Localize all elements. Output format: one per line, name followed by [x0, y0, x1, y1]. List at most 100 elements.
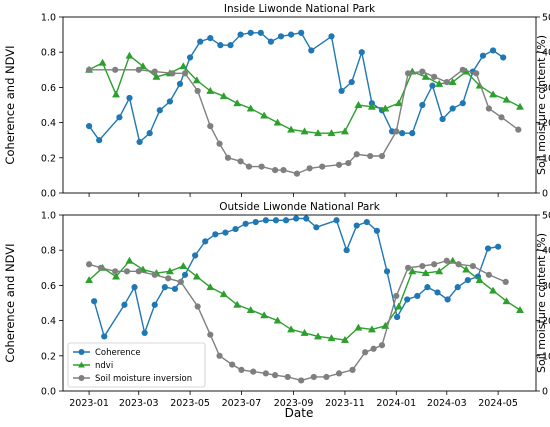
series-soil-moisture-inversion-point: [135, 268, 142, 275]
x-tick-label: 2023-11: [325, 398, 365, 409]
series-soil-moisture-inversion-point: [443, 79, 450, 86]
series-ndvi-point: [260, 111, 269, 119]
series-soil-moisture-inversion-point: [165, 275, 172, 282]
y2-axis-label: Soil moisture content (%): [535, 35, 548, 175]
series-soil-moisture-inversion-point: [485, 105, 492, 112]
series-ndvi-point: [165, 267, 174, 275]
series-coherence-point: [414, 292, 421, 300]
series-coherence-point: [459, 100, 466, 107]
series-coherence-point: [212, 231, 219, 238]
series-coherence-point: [171, 285, 179, 293]
series-ndvi-point: [435, 267, 444, 275]
chart-title: Outside Liwonde National Park: [219, 201, 380, 213]
series-soil-moisture-inversion-point: [370, 345, 377, 352]
series-soil-moisture-inversion-point: [237, 158, 244, 165]
series-coherence-point: [141, 329, 148, 337]
series-coherence-point: [479, 52, 487, 59]
series-soil-moisture-inversion-point: [393, 128, 400, 135]
y2-tick-label: 0: [542, 189, 548, 200]
series-coherence-point: [166, 98, 173, 105]
x-tick-label: 2024-03: [427, 398, 467, 409]
series-soil-moisture-inversion-point: [112, 268, 119, 275]
y-tick-label: 0.6: [41, 281, 56, 292]
series-ndvi-point: [287, 325, 296, 333]
x-tick-label: 2023-03: [119, 398, 159, 409]
legend-marker: [78, 375, 85, 381]
series-ndvi-point: [300, 328, 309, 336]
series-ndvi-point: [367, 102, 376, 110]
series-coherence-point: [247, 29, 254, 36]
series-soil-moisture-inversion-point: [298, 377, 305, 384]
series-coherence-point: [237, 31, 244, 38]
chart-panel-outside: Outside Liwonde National Park 0.0 0.2 0.4 0.…: [3, 201, 550, 409]
series-ndvi-point: [111, 272, 121, 280]
y-tick-label: 0.8: [41, 246, 56, 257]
series-ndvi-point: [219, 92, 228, 100]
series-coherence-point: [489, 47, 497, 54]
series-coherence-point: [197, 38, 204, 45]
series-ndvi-point: [111, 90, 121, 98]
series-soil-moisture-inversion-point: [335, 161, 343, 168]
chart-title: Inside Liwonde National Park: [224, 3, 376, 15]
x-axis-label: Date: [285, 406, 314, 420]
series-soil-moisture-inversion-point: [250, 368, 257, 375]
series-coherence-point: [262, 217, 269, 224]
series-coherence-point: [484, 245, 492, 252]
y-axis-label: Coherence and NDVI: [3, 45, 17, 164]
series-ndvi-point: [489, 90, 498, 98]
series-soil-moisture-inversion-point: [419, 68, 426, 75]
series-coherence-point: [116, 114, 123, 121]
series-soil-moisture-inversion-point: [485, 271, 492, 278]
legend: Coherence ndvi Soil moisture inversion: [67, 342, 206, 388]
series-ndvi-line: [88, 54, 521, 134]
series-soil-moisture-inversion-point: [345, 159, 352, 167]
series-ndvi-point: [138, 62, 147, 70]
series-soil-moisture-inversion-point: [181, 70, 189, 77]
series-coherence-point: [328, 33, 335, 40]
series-coherence-point: [409, 130, 416, 137]
series-coherence-point: [202, 238, 209, 245]
series-ndvi-point: [273, 118, 282, 126]
series-coherence-point: [186, 54, 194, 61]
series-coherence-point: [181, 271, 189, 278]
plot-frame: [62, 16, 537, 194]
x-tick-label: 2023-01: [69, 398, 109, 409]
series-coherence-point: [454, 284, 461, 291]
series-coherence-point: [272, 217, 280, 224]
series-ndvi-point: [233, 99, 242, 107]
series-soil-moisture-inversion-point: [362, 349, 369, 356]
x-tick-label: 2023-09: [274, 398, 314, 409]
series-ndvi-point: [206, 86, 215, 94]
series-coherence-point: [85, 123, 93, 130]
series-ndvi-point: [85, 276, 94, 284]
series-soil-moisture-inversion-point: [85, 66, 93, 73]
series-ndvi-point: [475, 276, 484, 284]
y-tick-label: 0.8: [41, 48, 56, 59]
series-ndvi-point: [394, 99, 403, 107]
series-coherence-point: [338, 87, 345, 95]
series-soil-moisture-inversion-point: [262, 370, 269, 377]
series-coherence-point: [131, 284, 138, 291]
series-ndvi-point: [192, 76, 201, 84]
series-soil-moisture-inversion-point: [207, 331, 214, 338]
series-soil-moisture-inversion-point: [378, 342, 386, 349]
series-ndvi-point: [354, 323, 363, 331]
series-coherence-point: [91, 298, 98, 305]
series-coherence-point: [348, 79, 355, 86]
series-soil-moisture-inversion-point: [271, 167, 279, 174]
series-soil-moisture-inversion-point: [419, 262, 426, 270]
series-coherence-point: [151, 301, 158, 308]
series-soil-moisture-inversion-point: [151, 68, 158, 75]
series-soil-moisture-inversion-line: [88, 260, 506, 382]
series-soil-moisture-inversion-point: [135, 66, 142, 73]
series-soil-moisture-inversion-point: [404, 264, 412, 271]
series-soil-moisture-inversion-point: [229, 361, 236, 368]
series-ndvi-point: [435, 79, 444, 87]
y2-tick-label: 0: [542, 387, 548, 398]
series-coherence-point: [429, 82, 436, 89]
series-soil-moisture-inversion-point: [431, 261, 438, 268]
series-soil-moisture-inversion-point: [404, 70, 412, 77]
legend-box: [67, 342, 206, 388]
series-ndvi-point: [206, 283, 215, 291]
series-coherence-point: [404, 296, 411, 303]
